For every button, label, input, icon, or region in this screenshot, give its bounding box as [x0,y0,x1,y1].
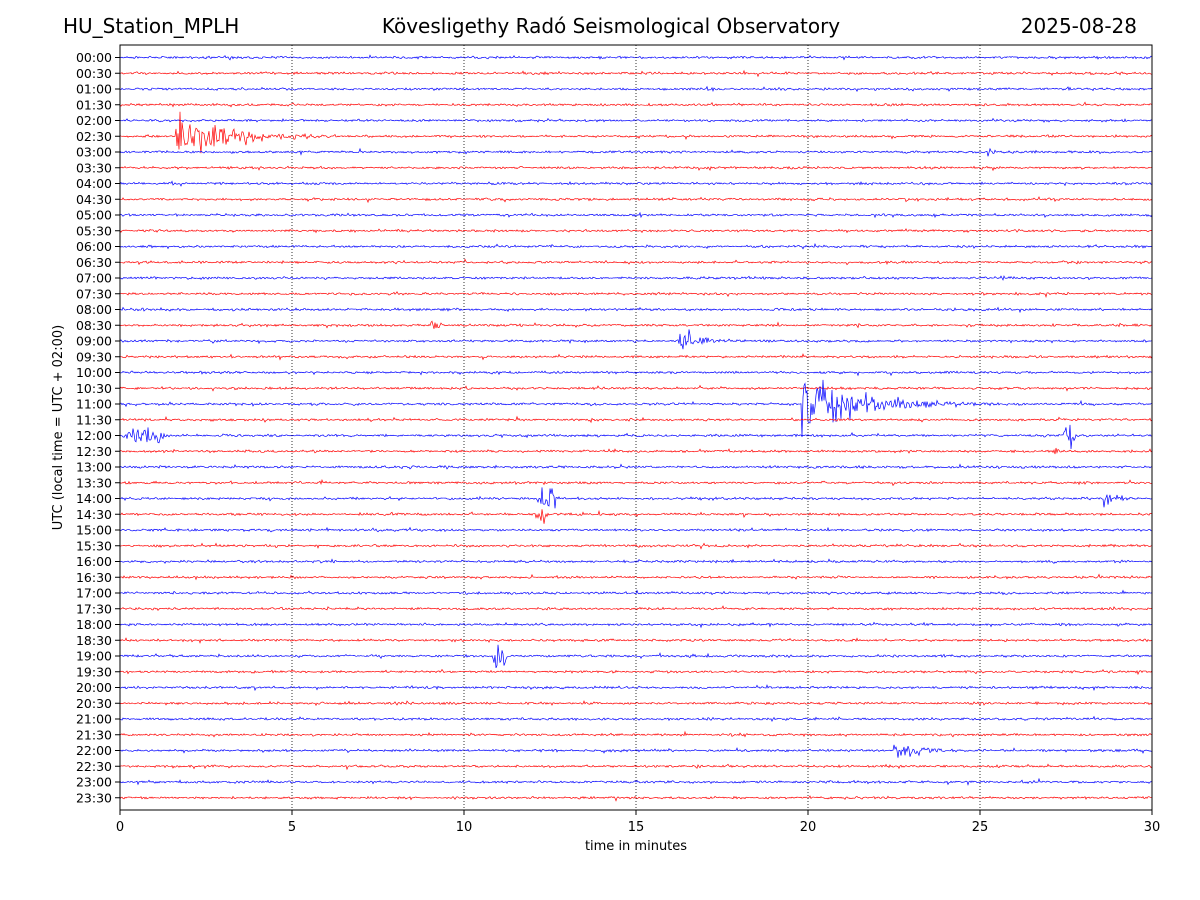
y-tick-label: 01:00 [76,82,112,97]
grid-layer [291,45,981,810]
y-tick-label: 07:30 [76,286,112,301]
trace-line [119,715,1153,722]
y-tick-label: 17:00 [76,586,112,601]
y-tick-label: 18:00 [76,617,112,632]
trace-line [119,258,1153,266]
x-axis: 0 5 10 15 20 25 30 [116,810,1160,835]
station-name: HU_Station_MPLH [63,14,240,38]
y-tick-label: 04:00 [76,176,112,191]
trace-line [119,700,1153,707]
y-tick-label: 04:30 [76,192,112,207]
x-tick-label: 15 [628,820,645,835]
trace-line [119,211,1153,219]
y-tick-label: 09:30 [76,349,112,364]
trace-line [119,228,1153,234]
trace-line [119,165,1153,172]
x-tick-label: 20 [800,820,817,835]
trace-line [119,275,1153,281]
trace-line [119,644,1153,669]
x-tick-label: 30 [1144,820,1161,835]
y-tick-label: 02:00 [76,113,112,128]
y-tick-label: 09:00 [76,334,112,349]
y-tick-label: 10:30 [76,381,112,396]
trace-line [119,730,1153,738]
y-tick-label: 16:00 [76,554,112,569]
x-tick-label: 5 [288,820,296,835]
y-tick-label: 15:00 [76,523,112,538]
y-tick-label: 20:00 [76,680,112,695]
trace-line [119,637,1153,644]
y-tick-label: 21:30 [76,727,112,742]
y-tick-label: 16:30 [76,570,112,585]
y-tick-label: 06:30 [76,255,112,270]
y-tick-label: 22:30 [76,759,112,774]
trace-line [119,291,1153,298]
trace-line [119,479,1153,487]
y-tick-label: 22:00 [76,743,112,758]
trace-line [119,589,1153,596]
y-tick-label: 23:00 [76,775,112,790]
x-tick-label: 0 [116,820,124,835]
trace-line [119,463,1153,470]
y-tick-label: 21:00 [76,712,112,727]
y-tick-label: 07:00 [76,271,112,286]
y-tick-label: 10:00 [76,365,112,380]
trace-line [119,777,1153,786]
trace-line [119,526,1153,533]
trace-line [119,487,1153,509]
y-tick-label: 14:30 [76,507,112,522]
y-tick-label: 14:00 [76,491,112,506]
trace-line [119,329,1153,350]
y-tick-label: 05:30 [76,223,112,238]
x-axis-label: time in minutes [585,839,687,854]
y-tick-label: 01:30 [76,97,112,112]
y-tick-label: 19:00 [76,649,112,664]
y-axis: 00:0000:3001:0001:3002:0002:3003:0003:30… [76,50,120,805]
y-tick-label: 11:30 [76,412,112,427]
y-tick-label: 11:00 [76,397,112,412]
y-axis-label: UTC (local time = UTC + 02:00) [51,325,66,530]
x-tick-label: 10 [456,820,473,835]
y-tick-label: 12:00 [76,428,112,443]
trace-line [119,744,1153,758]
y-tick-label: 12:30 [76,444,112,459]
y-tick-label: 08:00 [76,302,112,317]
y-tick-label: 17:30 [76,601,112,616]
y-tick-label: 00:00 [76,50,112,65]
y-tick-label: 08:30 [76,318,112,333]
y-tick-label: 23:30 [76,790,112,805]
trace-line [119,668,1153,676]
y-tick-label: 19:30 [76,664,112,679]
y-tick-label: 18:30 [76,633,112,648]
chart-title: Kövesligethy Radó Seismological Observat… [381,14,841,38]
traces-layer [119,54,1153,802]
y-tick-label: 00:30 [76,66,112,81]
y-tick-label: 06:00 [76,239,112,254]
trace-line [119,85,1153,93]
x-tick-label: 25 [972,820,989,835]
y-tick-label: 15:30 [76,538,112,553]
y-tick-label: 03:00 [76,145,112,160]
trace-line [119,424,1153,449]
y-tick-label: 13:30 [76,475,112,490]
trace-line [119,147,1153,157]
y-tick-label: 05:00 [76,208,112,223]
y-tick-label: 20:30 [76,696,112,711]
trace-line [119,379,1153,437]
y-tick-label: 02:30 [76,129,112,144]
trace-line [119,370,1153,377]
y-tick-label: 03:30 [76,160,112,175]
y-tick-label: 13:00 [76,460,112,475]
chart-date: 2025-08-28 [1020,14,1137,38]
